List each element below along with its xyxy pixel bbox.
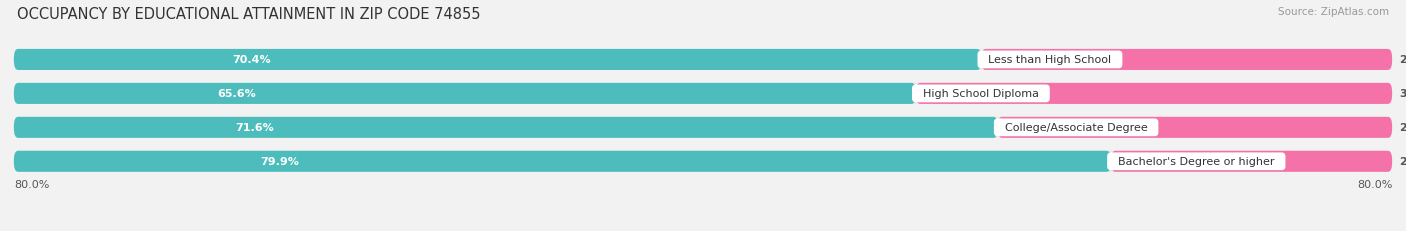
- Text: 80.0%: 80.0%: [14, 179, 49, 189]
- Text: 34.4%: 34.4%: [1399, 89, 1406, 99]
- Text: Less than High School: Less than High School: [981, 55, 1119, 65]
- FancyBboxPatch shape: [1111, 151, 1392, 172]
- Text: OCCUPANCY BY EDUCATIONAL ATTAINMENT IN ZIP CODE 74855: OCCUPANCY BY EDUCATIONAL ATTAINMENT IN Z…: [17, 7, 481, 22]
- Text: 28.4%: 28.4%: [1399, 123, 1406, 133]
- Text: High School Diploma: High School Diploma: [915, 89, 1046, 99]
- Text: Bachelor's Degree or higher: Bachelor's Degree or higher: [1111, 157, 1281, 167]
- FancyBboxPatch shape: [14, 50, 1392, 71]
- Text: 70.4%: 70.4%: [232, 55, 271, 65]
- FancyBboxPatch shape: [14, 83, 915, 104]
- Text: 20.1%: 20.1%: [1399, 157, 1406, 167]
- FancyBboxPatch shape: [14, 151, 1111, 172]
- FancyBboxPatch shape: [981, 50, 1392, 71]
- Text: 79.9%: 79.9%: [260, 157, 299, 167]
- Text: 29.6%: 29.6%: [1399, 55, 1406, 65]
- Text: 71.6%: 71.6%: [236, 123, 274, 133]
- Text: College/Associate Degree: College/Associate Degree: [998, 123, 1154, 133]
- FancyBboxPatch shape: [14, 83, 1392, 104]
- FancyBboxPatch shape: [14, 151, 1392, 172]
- FancyBboxPatch shape: [14, 50, 981, 71]
- FancyBboxPatch shape: [915, 83, 1392, 104]
- FancyBboxPatch shape: [14, 117, 1392, 138]
- Text: Source: ZipAtlas.com: Source: ZipAtlas.com: [1278, 7, 1389, 17]
- Text: 80.0%: 80.0%: [1357, 179, 1392, 189]
- FancyBboxPatch shape: [998, 117, 1392, 138]
- FancyBboxPatch shape: [14, 117, 998, 138]
- Text: 65.6%: 65.6%: [218, 89, 256, 99]
